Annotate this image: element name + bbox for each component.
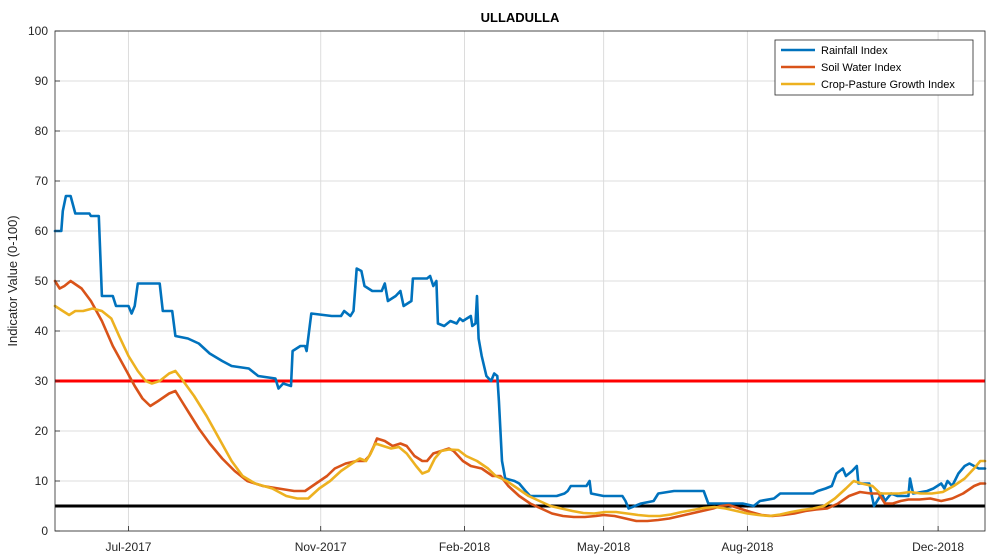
y-tick-label: 0 bbox=[41, 524, 48, 538]
chart-title: ULLADULLA bbox=[481, 10, 560, 25]
y-tick-label: 100 bbox=[28, 24, 48, 38]
y-tick-label: 20 bbox=[35, 424, 49, 438]
series-line-rainfall-index bbox=[53, 194, 987, 510]
y-tick-label: 60 bbox=[35, 224, 49, 238]
grid bbox=[55, 30, 985, 532]
y-tick-label: 70 bbox=[35, 174, 49, 188]
y-tick-label: 90 bbox=[35, 74, 49, 88]
x-tick-label: Feb-2018 bbox=[439, 540, 491, 554]
y-axis-label: Indicator Value (0-100) bbox=[5, 215, 20, 346]
x-tick-label: May-2018 bbox=[577, 540, 631, 554]
y-tick-label: 80 bbox=[35, 124, 49, 138]
series-lines bbox=[53, 194, 987, 523]
legend-label-soil-water-index: Soil Water Index bbox=[821, 62, 902, 74]
legend-entries: Rainfall Index Soil Water Index Crop-Pastu… bbox=[781, 45, 955, 91]
y-tick-label: 10 bbox=[35, 474, 49, 488]
y-tick-label: 40 bbox=[35, 324, 49, 338]
legend: Rainfall Index Soil Water Index Crop-Pastu… bbox=[774, 39, 974, 96]
x-tick-label: Nov-2017 bbox=[295, 540, 347, 554]
y-tick-label: 30 bbox=[35, 374, 49, 388]
y-tick-label: 50 bbox=[35, 274, 49, 288]
series-line-crop-pasture-growth-index bbox=[53, 304, 987, 518]
x-tick-label: Aug-2018 bbox=[721, 540, 773, 554]
x-tick-label: Dec-2018 bbox=[912, 540, 964, 554]
x-tick-label: Jul-2017 bbox=[105, 540, 151, 554]
legend-label-rainfall-index: Rainfall Index bbox=[821, 45, 888, 57]
y-axis-ticks: 0 10 20 30 40 50 60 70 80 90 100 bbox=[28, 24, 60, 538]
series-line-soil-water-index bbox=[53, 279, 987, 523]
x-axis-ticks: Jul-2017 Nov-2017 Feb-2018 May-2018 Aug-2018… bbox=[105, 526, 964, 554]
legend-label-crop-pasture-growth-index: Crop-Pasture Growth Index bbox=[821, 79, 955, 91]
